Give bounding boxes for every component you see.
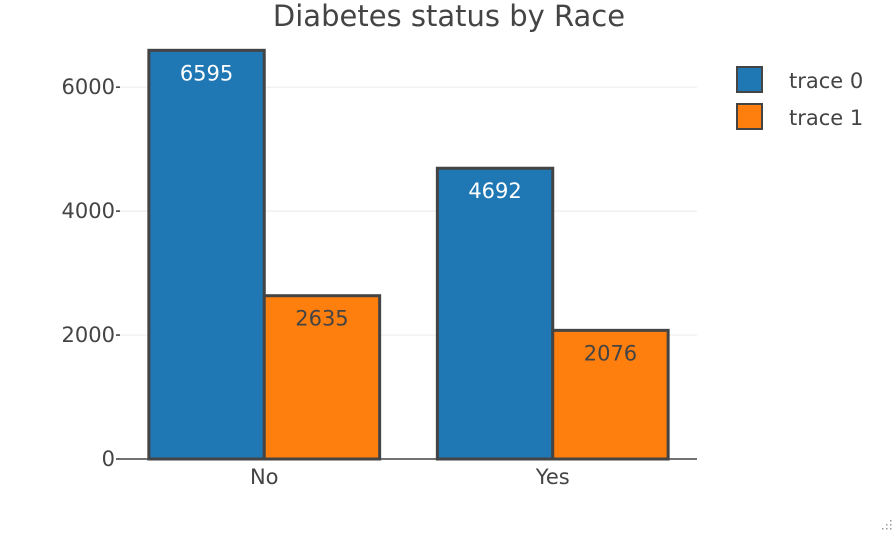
legend-label: trace 0: [789, 69, 863, 93]
bar-value-label: 4692: [468, 179, 521, 203]
chart-title: Diabetes status by Race: [273, 0, 625, 33]
legend[interactable]: trace 0 trace 1: [736, 66, 863, 130]
bar-value-label: 2076: [584, 341, 637, 365]
y-tick-label: 4000: [62, 199, 115, 223]
resize-grip-icon[interactable]: [882, 520, 892, 530]
grip-dot: [882, 528, 884, 530]
x-tick-label: Yes: [535, 465, 570, 489]
y-tick-label: 6000: [62, 75, 115, 99]
bar-trace-1-yes: [551, 328, 670, 461]
grip-dot: [890, 520, 892, 522]
legend-item-trace-0[interactable]: trace 0: [736, 66, 863, 93]
bar-trace-0-no: [147, 48, 266, 461]
legend-swatch: [736, 66, 763, 93]
x-tick-label: No: [250, 465, 279, 489]
bar-trace-1-no: [262, 294, 382, 461]
bar-value-label: 2635: [295, 307, 348, 331]
bar-value-label: 6595: [180, 61, 233, 85]
grip-dot: [886, 528, 888, 530]
y-tick-label: 2000: [62, 323, 115, 347]
grip-dot: [886, 524, 888, 526]
axes: 0 2000 4000 6000 No Yes: [62, 75, 697, 489]
legend-item-trace-1[interactable]: trace 1: [736, 103, 863, 130]
bars: 6595 2635 4692 2076: [147, 48, 670, 461]
grip-dot: [890, 524, 892, 526]
legend-swatch: [736, 103, 763, 130]
legend-label: trace 1: [789, 106, 863, 130]
y-tick-label: 0: [102, 447, 115, 471]
bar-trace-0-yes: [435, 166, 555, 461]
grip-dot: [890, 528, 892, 530]
